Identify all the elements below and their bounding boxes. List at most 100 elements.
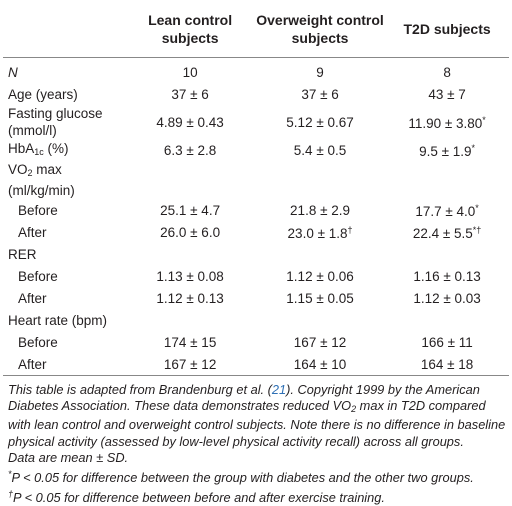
label-text: Before — [18, 334, 58, 350]
label-text: After — [18, 356, 47, 372]
footnote-mark: † — [8, 489, 14, 500]
value-cell: 166 ± 11 — [385, 331, 509, 353]
data-table: Lean control subjects Overweight control … — [3, 0, 509, 376]
value: 17.7 ± 4.0 — [415, 204, 476, 219]
row-label: Before — [3, 331, 125, 353]
row-label: Before — [3, 199, 125, 221]
value: 167 ± 12 — [293, 334, 347, 350]
empty-cell — [385, 161, 509, 199]
value-cell: 5.4 ± 0.5 — [255, 139, 385, 161]
value-cell: 17.7 ± 4.0* — [385, 199, 509, 221]
table-row: N 10 9 8 — [3, 58, 509, 84]
value-cell: 1.12 ± 0.13 — [125, 287, 255, 309]
value-cell: 5.12 ± 0.67 — [255, 105, 385, 139]
value: 6.3 ± 2.8 — [163, 142, 217, 158]
row-label: Fasting glucose (mmol/l) — [3, 105, 125, 139]
footnote-text: P < 0.05 for difference between the grou… — [11, 470, 474, 486]
label-text: Before — [18, 268, 58, 284]
value-cell: 4.89 ± 0.43 — [125, 105, 255, 139]
value-cell: 9 — [255, 58, 385, 84]
value: 1.12 ± 0.06 — [286, 268, 354, 284]
column-header: Overweight control subjects — [254, 0, 386, 58]
value: 4.89 ± 0.43 — [156, 114, 224, 130]
significance-mark: † — [347, 225, 353, 235]
value-cell: 6.3 ± 2.8 — [125, 139, 255, 161]
value: 8 — [443, 64, 451, 80]
note: This table is adapted from Brandenburg e… — [8, 382, 508, 450]
value-cell: 22.4 ± 5.5*† — [385, 221, 509, 243]
table-subrow: Before 1.13 ± 0.08 1.12 ± 0.06 1.16 ± 0.13 — [3, 265, 509, 287]
label-subscript: 1c — [34, 146, 44, 157]
table-notes: This table is adapted from Brandenburg e… — [8, 382, 508, 506]
significance-mark: *† — [472, 225, 482, 235]
footnote: †P < 0.05 for difference between before … — [8, 486, 508, 506]
row-label: RER — [3, 243, 125, 265]
value-cell: 23.0 ± 1.8† — [255, 221, 385, 243]
label-text: HbA — [8, 140, 35, 156]
note-reference: 21 — [271, 382, 287, 397]
value: 26.0 ± 6.0 — [160, 224, 221, 240]
row-label: VO2 max (ml/kg/min) — [3, 161, 125, 199]
value-cell: 21.8 ± 2.9 — [255, 199, 385, 221]
value: 43 ± 7 — [428, 86, 466, 102]
row-label: After — [3, 221, 125, 243]
value: 10 — [182, 64, 198, 80]
value: 174 ± 15 — [163, 334, 217, 350]
value-cell: 167 ± 12 — [255, 331, 385, 353]
table-subrow: Before 174 ± 15 167 ± 12 166 ± 11 — [3, 331, 509, 353]
value: 1.15 ± 0.05 — [286, 290, 354, 306]
value: 21.8 ± 2.9 — [290, 202, 350, 218]
table-row: Fasting glucose (mmol/l) 4.89 ± 0.43 5.12 … — [3, 105, 509, 139]
table-body: N 10 9 8 Age (years) 37 ± 6 37 ± 6 43 ± 7 Fastin… — [3, 58, 509, 376]
value: 1.16 ± 0.13 — [413, 268, 481, 284]
empty-cell — [255, 243, 385, 265]
table-row: Heart rate (bpm) — [3, 309, 509, 331]
value-cell: 1.12 ± 0.03 — [385, 287, 509, 309]
row-label: After — [3, 287, 125, 309]
label-text: Fasting glucose (mmol/l) — [8, 106, 103, 138]
column-header: T2D subjects — [385, 0, 509, 58]
value: 167 ± 12 — [163, 356, 217, 372]
value-cell: 9.5 ± 1.9* — [385, 139, 509, 161]
value: 164 ± 10 — [293, 356, 347, 372]
table-subrow: After 167 ± 12 164 ± 10 164 ± 18 — [3, 353, 509, 376]
empty-cell — [255, 161, 385, 199]
value: 5.12 ± 0.67 — [286, 114, 354, 130]
label-text: Age (years) — [8, 86, 78, 102]
row-label: HbA1c (%) — [3, 139, 125, 161]
footnote-mark: * — [8, 469, 12, 480]
empty-cell — [125, 243, 255, 265]
row-label: Age (years) — [3, 83, 125, 105]
label-text: VO — [8, 162, 28, 177]
value: 23.0 ± 1.8 — [287, 226, 348, 241]
value-cell: 1.15 ± 0.05 — [255, 287, 385, 309]
label-text: Heart rate (bpm) — [8, 312, 108, 328]
value: 9 — [316, 64, 324, 80]
row-label: Heart rate (bpm) — [3, 309, 125, 331]
empty-cell — [385, 309, 509, 331]
note-text: max in T2D compared with lean control an… — [8, 398, 506, 449]
table-subrow: After 26.0 ± 6.0 23.0 ± 1.8† 22.4 ± 5.5*† — [3, 221, 509, 243]
row-label: N — [3, 58, 125, 84]
label-text: N — [8, 64, 18, 80]
value: 9.5 ± 1.9 — [419, 144, 472, 159]
table-row: HbA1c (%) 6.3 ± 2.8 5.4 ± 0.5 9.5 ± 1.9* — [3, 139, 509, 161]
empty-cell — [125, 161, 255, 199]
table-row: VO2 max (ml/kg/min) — [3, 161, 509, 199]
value-cell: 1.12 ± 0.06 — [255, 265, 385, 287]
footnote-text: Data are mean ± SD. — [8, 449, 129, 465]
value: 1.13 ± 0.08 — [156, 268, 224, 284]
value: 25.1 ± 4.7 — [160, 202, 221, 218]
value-cell: 174 ± 15 — [125, 331, 255, 353]
table-header: Lean control subjects Overweight control … — [3, 0, 509, 58]
row-label: After — [3, 353, 126, 376]
note-text: This table is adapted from Brandenburg e… — [8, 382, 272, 397]
value-cell: 11.90 ± 3.80* — [385, 105, 509, 139]
value: 1.12 ± 0.13 — [156, 290, 224, 306]
value: 164 ± 18 — [420, 356, 474, 372]
value: 11.90 ± 3.80 — [408, 116, 483, 131]
value: 37 ± 6 — [171, 86, 209, 102]
footnote-text: P < 0.05 for difference between before a… — [13, 490, 385, 506]
header-empty — [3, 0, 126, 58]
